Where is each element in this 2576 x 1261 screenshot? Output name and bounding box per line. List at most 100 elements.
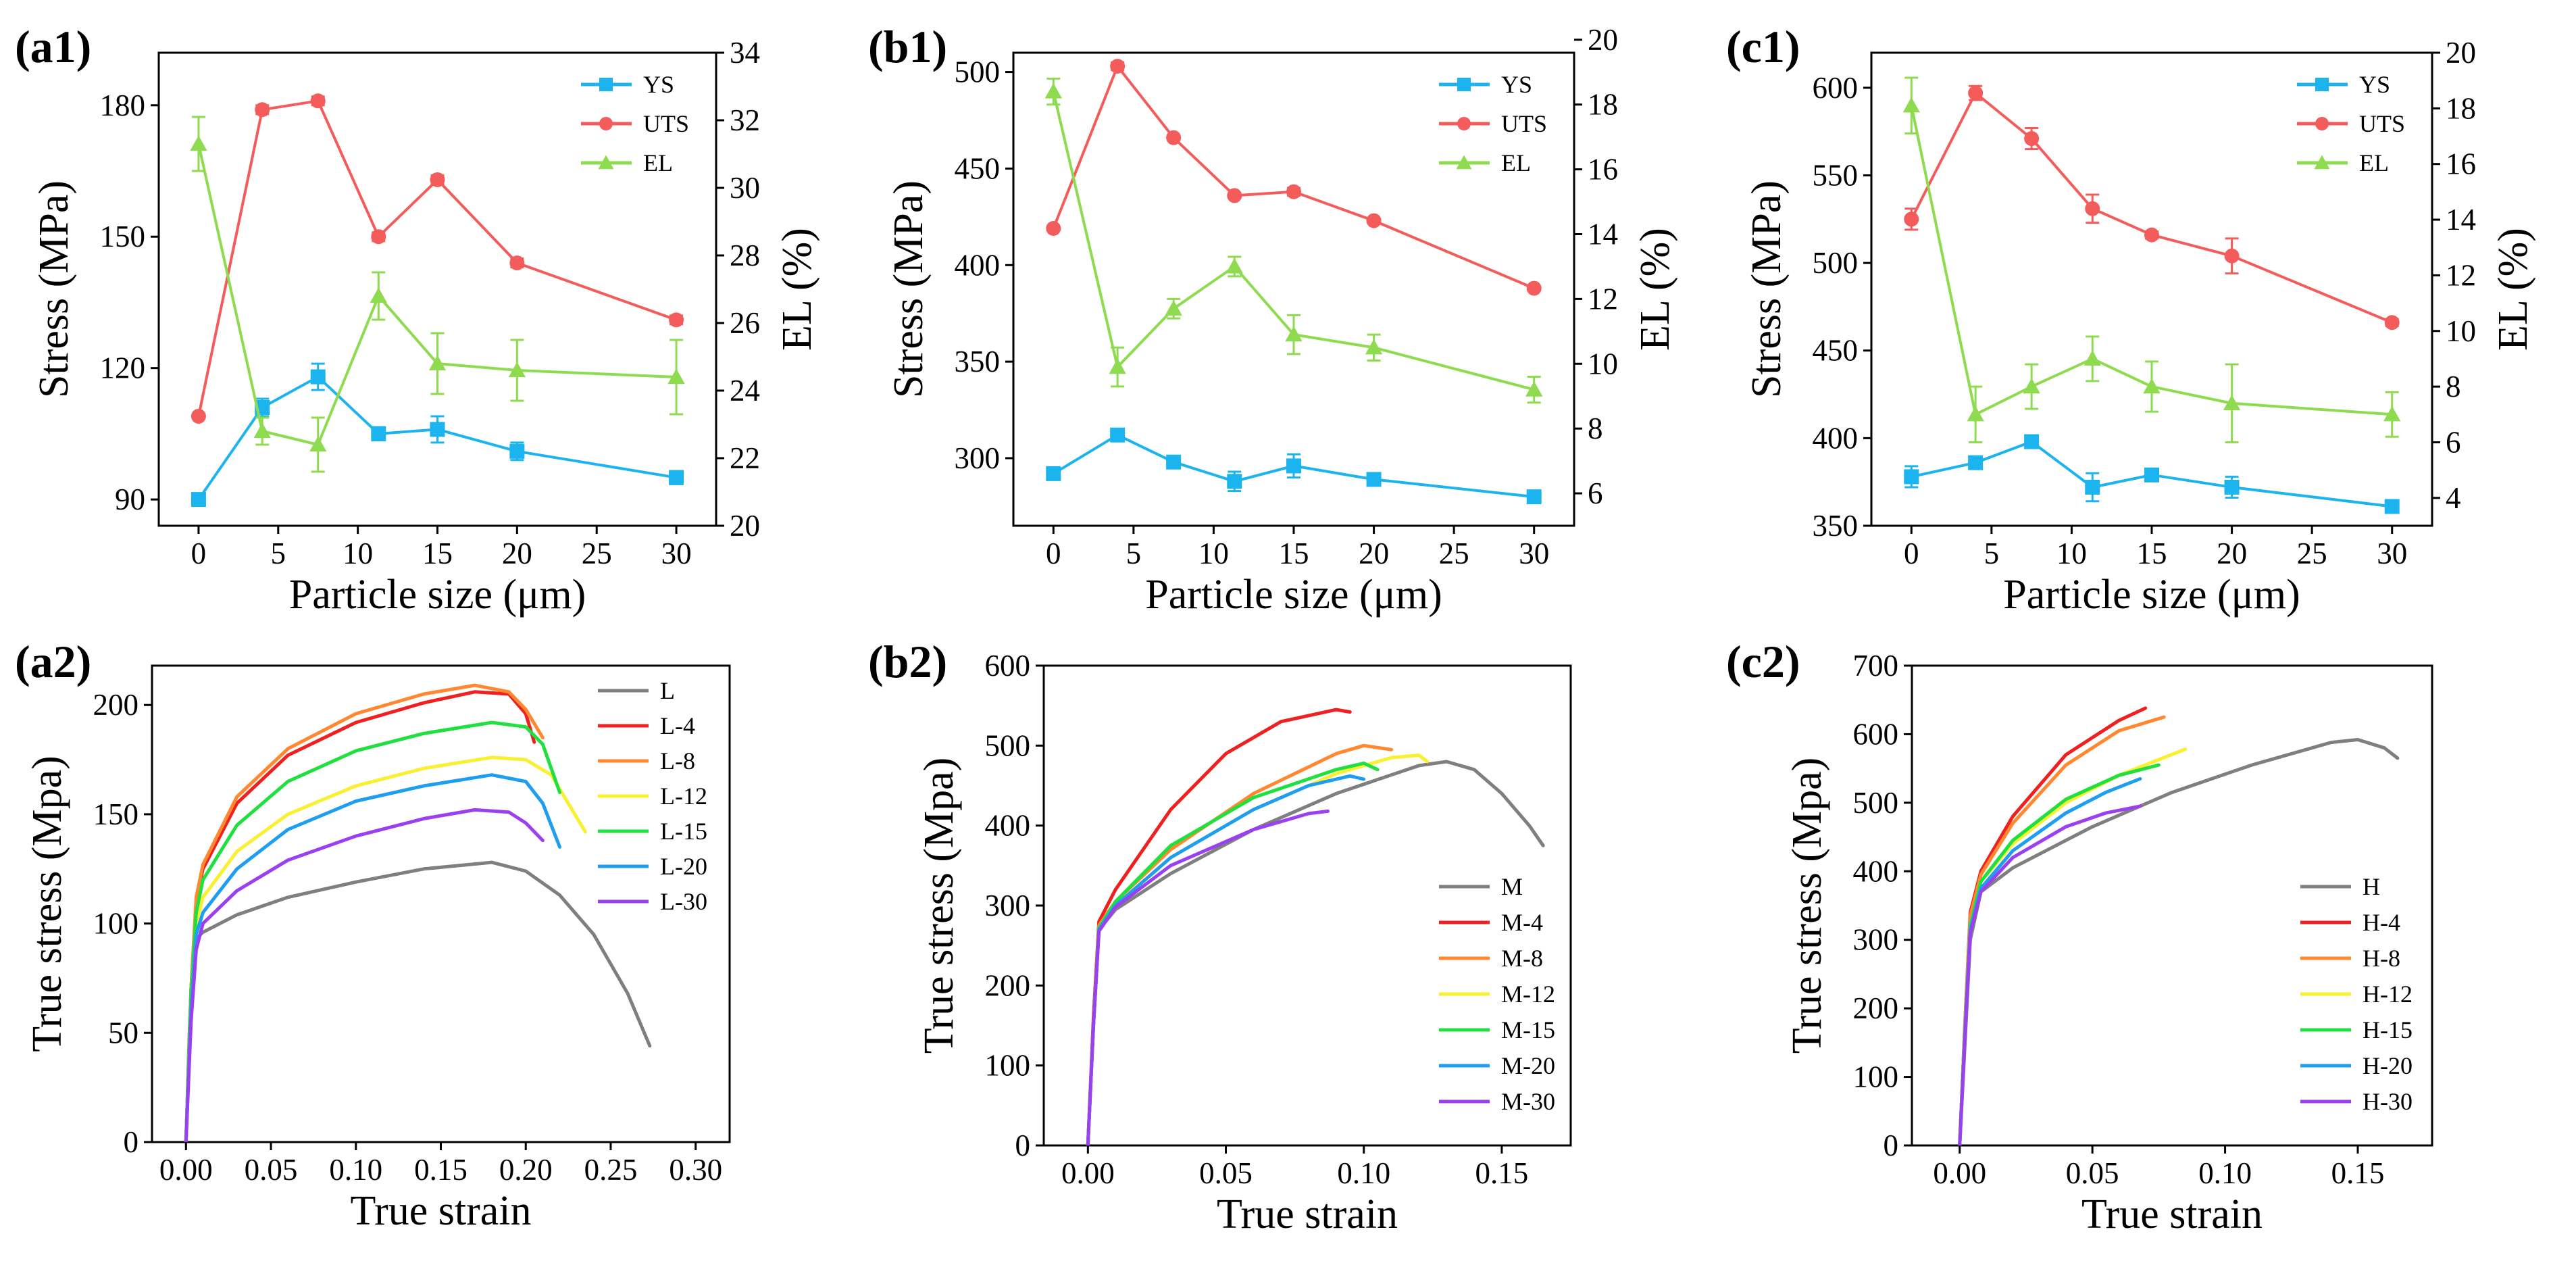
y-tick-label: 450 bbox=[955, 151, 1001, 185]
legend-item-c1-YS: YS bbox=[2297, 71, 2390, 98]
y-tick-label: 400 bbox=[1813, 421, 1859, 455]
legend-marker bbox=[2315, 117, 2329, 130]
legend-item-c2-H-4: H-4 bbox=[2300, 909, 2400, 936]
plot-frame-a2 bbox=[151, 664, 731, 1143]
x-tick-label: 0.10 bbox=[2198, 1156, 2252, 1190]
y2-tick-label: 10 bbox=[1588, 347, 1618, 380]
data-point bbox=[255, 102, 270, 118]
y2-tick-label: 8 bbox=[2446, 370, 2461, 403]
data-point bbox=[667, 368, 685, 385]
legend-label: UTS bbox=[2359, 110, 2405, 137]
y-axis-title: Stress (MPa) bbox=[1744, 180, 1790, 398]
data-point bbox=[371, 229, 386, 245]
y2-tick-label: 6 bbox=[1588, 476, 1603, 510]
series-b2-M-20 bbox=[1086, 774, 1366, 1145]
legend-label: L bbox=[660, 677, 675, 704]
data-point bbox=[1165, 300, 1182, 316]
data-point bbox=[371, 426, 386, 441]
chart-c2: (c2) 0.00 0.05 0.10 0.15 0 100 200 300 400 500 600 7… bbox=[1726, 636, 2433, 1237]
y2-tick-label: 12 bbox=[2446, 258, 2476, 292]
y2-axis-title: EL (%) bbox=[1632, 228, 1678, 351]
x-tick-label: 30 bbox=[1519, 537, 1549, 570]
panel-label-c2: (c2) bbox=[1726, 636, 1800, 687]
x-tick-label: 20 bbox=[2217, 537, 2247, 570]
series-c2-H-15 bbox=[1958, 763, 2161, 1145]
series-a2-L-15 bbox=[184, 720, 561, 1142]
panel-label-b2: (b2) bbox=[868, 636, 947, 687]
data-point bbox=[1286, 184, 1301, 199]
x-axis-title: True strain bbox=[2081, 1191, 2263, 1237]
y2-tick-label: 12 bbox=[1588, 282, 1618, 316]
y-tick-label: 500 bbox=[955, 55, 1001, 89]
legend-label: M bbox=[1501, 873, 1523, 900]
data-point bbox=[2383, 405, 2401, 422]
legend-label: L-30 bbox=[660, 888, 707, 915]
y-tick-label: 0 bbox=[124, 1125, 139, 1159]
series-line bbox=[1086, 760, 1545, 1145]
data-point bbox=[2085, 479, 2100, 495]
legend-item-b2-M-20: M-20 bbox=[1439, 1052, 1555, 1079]
data-point bbox=[1366, 213, 1382, 228]
legend-item-c2-H: H bbox=[2300, 873, 2380, 900]
legend-label: EL bbox=[2359, 149, 2389, 176]
y-tick-label: 120 bbox=[100, 351, 146, 385]
y2-tick-label: 22 bbox=[730, 441, 760, 475]
legend-marker bbox=[598, 155, 614, 170]
legend-label: L-15 bbox=[660, 818, 707, 845]
data-point bbox=[1227, 474, 1242, 489]
series-line bbox=[1086, 708, 1352, 1145]
series-b1-YS bbox=[1046, 427, 1542, 505]
data-point bbox=[1902, 97, 1920, 113]
data-point bbox=[509, 443, 525, 459]
series-line bbox=[1086, 809, 1330, 1145]
legend-label: H-4 bbox=[2363, 909, 2400, 936]
y-tick-label: 50 bbox=[108, 1016, 138, 1049]
series-line bbox=[184, 720, 561, 1142]
y-axis-title: True stress (Mpa) bbox=[1784, 758, 1830, 1054]
series-line bbox=[1958, 706, 2148, 1145]
legend-item-b2-M-4: M-4 bbox=[1439, 909, 1543, 936]
series-c2-H-20 bbox=[1958, 776, 2142, 1145]
data-point bbox=[1526, 489, 1542, 505]
legend-item-c1-UTS: UTS bbox=[2297, 110, 2405, 137]
x-tick-label: 5 bbox=[1984, 537, 2000, 570]
legend-item-c2-H-30: H-30 bbox=[2300, 1088, 2413, 1115]
data-point bbox=[191, 408, 206, 424]
y-tick-label: 200 bbox=[93, 688, 139, 722]
y-tick-label: 0 bbox=[1884, 1129, 1899, 1162]
series-line bbox=[1086, 774, 1366, 1145]
series-line bbox=[1958, 776, 2142, 1145]
series-line bbox=[1958, 763, 2161, 1145]
data-point bbox=[1525, 380, 1543, 397]
y-tick-label: 90 bbox=[115, 483, 145, 516]
y-tick-label: 200 bbox=[985, 968, 1031, 1002]
y-tick-label: 180 bbox=[100, 89, 146, 122]
y2-tick-label: 30 bbox=[730, 171, 760, 205]
y-tick-label: 450 bbox=[1813, 334, 1859, 368]
legend-label: UTS bbox=[643, 110, 689, 137]
legend-label: H-12 bbox=[2363, 981, 2413, 1008]
data-point bbox=[1110, 59, 1126, 74]
x-tick-label: 20 bbox=[1359, 537, 1389, 570]
x-axis-title: Particle size (μm) bbox=[289, 572, 586, 618]
y-tick-label: 300 bbox=[985, 889, 1031, 922]
data-point bbox=[310, 93, 326, 109]
series-b1-EL bbox=[1044, 77, 1543, 404]
series-line bbox=[184, 756, 587, 1142]
y-tick-label: 500 bbox=[1813, 246, 1859, 280]
legend-item-a1-EL: EL bbox=[581, 149, 673, 176]
legend-label: M-30 bbox=[1501, 1088, 1555, 1115]
data-point bbox=[2143, 378, 2161, 394]
legend-item-c2-H-8: H-8 bbox=[2300, 945, 2400, 972]
x-tick-label: 25 bbox=[582, 537, 612, 570]
series-a1-UTS bbox=[191, 93, 684, 424]
legend-label: L-4 bbox=[660, 712, 695, 739]
data-point bbox=[1967, 405, 1984, 422]
legend-label: H-15 bbox=[2363, 1016, 2413, 1043]
x-axis-title: True strain bbox=[1217, 1191, 1398, 1237]
series-c1-EL bbox=[1902, 76, 2401, 443]
legend-item-b2-M-30: M-30 bbox=[1439, 1088, 1555, 1115]
data-point bbox=[1226, 257, 1243, 274]
panel-label-a1: (a1) bbox=[15, 21, 91, 72]
data-point bbox=[1904, 469, 1919, 485]
